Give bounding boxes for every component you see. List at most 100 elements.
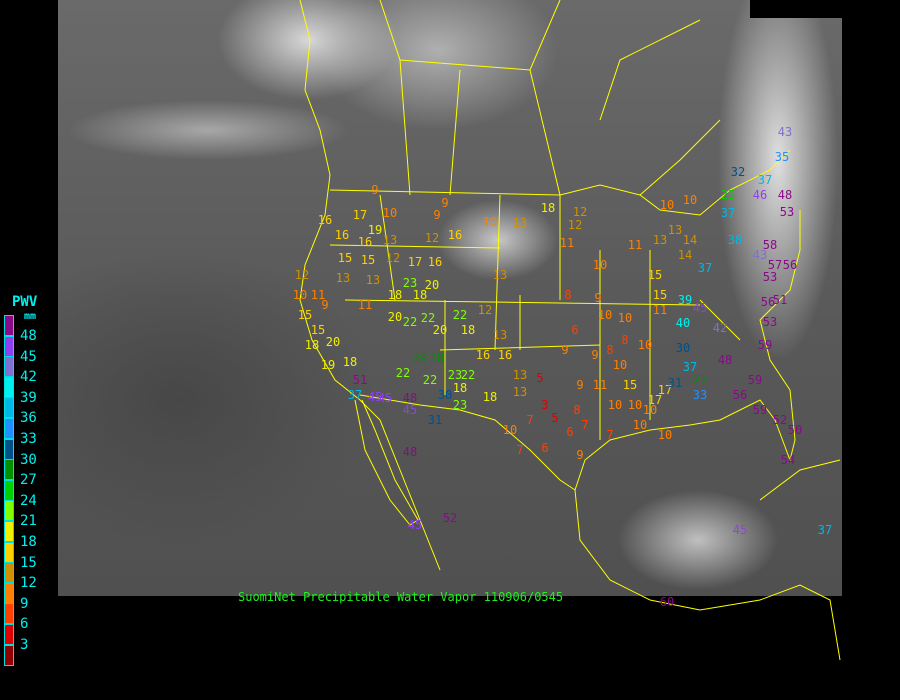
legend-label: 39 [20, 389, 37, 406]
no-data-area [750, 0, 842, 18]
station-pwv-value: 35 [774, 150, 790, 164]
station-pwv-value: 56 [732, 388, 748, 402]
station-pwv-value: 8 [573, 403, 581, 417]
legend-swatch [4, 356, 14, 378]
station-pwv-value: 12 [477, 303, 493, 317]
station-pwv-value: 16 [447, 228, 463, 242]
canada-lines [379, 0, 721, 196]
station-pwv-value: 9 [576, 378, 584, 392]
canada-us-border [329, 149, 791, 216]
station-pwv-value: 15 [622, 378, 638, 392]
station-pwv-value: 10 [612, 358, 628, 372]
station-pwv-value: 53 [762, 270, 778, 284]
station-pwv-value: 31 [667, 376, 683, 390]
legend-label: 21 [20, 513, 37, 530]
station-pwv-value: 20 [325, 335, 341, 349]
station-pwv-value: 16 [497, 348, 513, 362]
station-pwv-value: 56 [782, 258, 798, 272]
station-pwv-value: 16 [317, 213, 333, 227]
legend-label: 12 [20, 575, 37, 592]
legend-unit: mm [24, 311, 37, 322]
station-pwv-value: 12 [385, 251, 401, 265]
legend-swatch [4, 479, 14, 501]
station-pwv-value: 20 [387, 310, 403, 324]
station-pwv-value: 13 [492, 268, 508, 282]
station-pwv-value: 18 [387, 288, 403, 302]
station-pwv-value: 22 [420, 311, 436, 325]
station-pwv-value: 39 [677, 293, 693, 307]
station-pwv-value: 11 [559, 236, 575, 250]
legend-label: 45 [20, 348, 37, 365]
station-pwv-value: 7 [581, 418, 589, 432]
legend-label: 48 [20, 328, 37, 344]
station-pwv-value: 13 [652, 233, 668, 247]
station-pwv-value: 22 [452, 308, 468, 322]
legend-label: 6 [20, 616, 29, 633]
legend-label: 36 [20, 410, 37, 427]
station-pwv-value: 37 [757, 173, 773, 187]
station-pwv-value: 6 [541, 441, 549, 455]
station-pwv-value: 45 [402, 403, 418, 417]
station-pwv-value: 10 [597, 308, 613, 322]
station-pwv-value: 18 [452, 381, 468, 395]
station-pwv-value: 37 [347, 388, 363, 402]
station-pwv-value: 15 [310, 323, 326, 337]
station-pwv-value: 51 [772, 293, 788, 307]
station-pwv-value: 11 [592, 378, 608, 392]
station-pwv-value: 18 [482, 390, 498, 404]
station-pwv-value: 6 [566, 425, 574, 439]
station-pwv-value: 10 [657, 428, 673, 442]
station-pwv-value: 14 [682, 233, 698, 247]
mexico-coast [574, 489, 841, 661]
station-pwv-value: 17 [647, 393, 663, 407]
station-pwv-value: 59 [752, 403, 768, 417]
station-pwv-value: 32 [730, 165, 746, 179]
legend-swatch [4, 624, 14, 645]
station-pwv-value: 29 [412, 351, 428, 365]
station-pwv-value: 22 [422, 373, 438, 387]
station-pwv-value: 10 [659, 198, 675, 212]
station-pwv-value: 20 [432, 323, 448, 337]
us-mexico-border [359, 394, 576, 491]
station-pwv-value: 38 [727, 233, 743, 247]
station-pwv-value: 16 [357, 235, 373, 249]
station-pwv-value: 18 [342, 355, 358, 369]
station-pwv-value: 23 [402, 276, 418, 290]
station-pwv-value: 37 [817, 523, 833, 537]
station-pwv-value: 13 [365, 273, 381, 287]
station-pwv-value: 18 [540, 201, 556, 215]
station-pwv-value: 43 [752, 248, 768, 262]
station-pwv-value: 10 [382, 206, 398, 220]
station-pwv-value: 9 [321, 298, 329, 312]
station-pwv-value: 10 [502, 423, 518, 437]
station-pwv-value: 53 [779, 205, 795, 219]
station-pwv-value: 11 [357, 298, 373, 312]
station-pwv-value: 30 [437, 388, 453, 402]
legend-title: PWV [12, 294, 38, 310]
station-pwv-value: 37 [697, 261, 713, 275]
station-pwv-value: 28 [429, 351, 445, 365]
station-pwv-value: 12 [424, 231, 440, 245]
station-pwv-value: 11 [627, 238, 643, 252]
station-pwv-value: 9 [591, 348, 599, 362]
station-pwv-value: 43 [777, 125, 793, 139]
station-pwv-value: 54 [780, 453, 796, 467]
station-pwv-value: 10 [682, 193, 698, 207]
station-pwv-value: 19 [320, 358, 336, 372]
station-pwv-value: 45 [732, 523, 748, 537]
station-pwv-value: 7 [516, 443, 524, 457]
station-pwv-value: 6 [571, 323, 579, 337]
legend-swatch [4, 438, 14, 460]
station-pwv-value: 40 [675, 316, 691, 330]
station-pwv-value: 18 [304, 338, 320, 352]
gulf-coast [574, 210, 801, 491]
station-pwv-value: 12 [567, 218, 583, 232]
station-pwv-value: 13 [512, 368, 528, 382]
station-pwv-value: 53 [762, 315, 778, 329]
station-pwv-value: 17 [352, 208, 368, 222]
legend-swatch [4, 500, 14, 522]
legend-label: 15 [20, 554, 37, 571]
station-pwv-value: 9 [561, 343, 569, 357]
station-pwv-value: 15 [360, 253, 376, 267]
